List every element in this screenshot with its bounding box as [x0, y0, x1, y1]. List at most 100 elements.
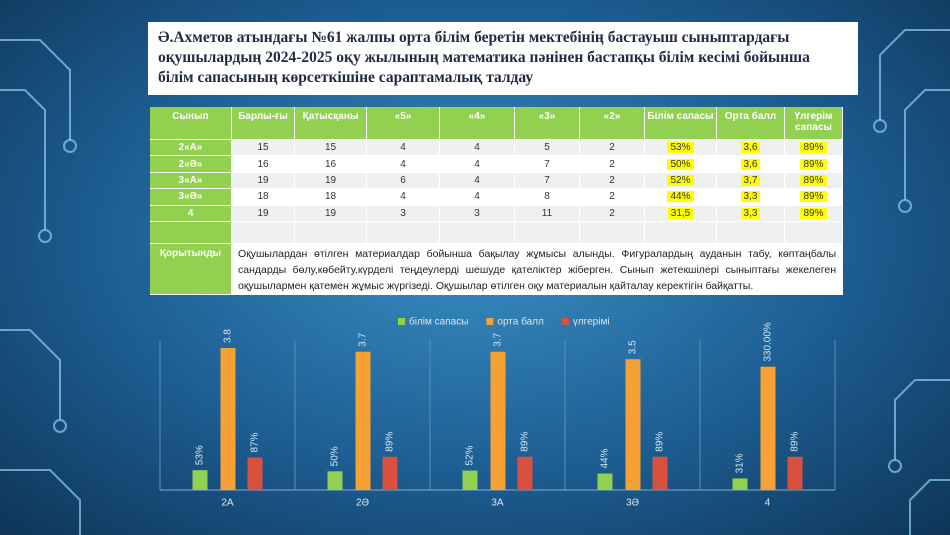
cell-text: 89% [800, 174, 827, 186]
table-cell: 2 [580, 189, 645, 206]
cell-text: Үлгерім сапасы [794, 111, 833, 133]
cell-text: Барлы-ғы [238, 111, 288, 122]
legend-label: орта балл [497, 316, 544, 328]
table-cell: 50% [645, 156, 717, 173]
table-cell: 5 [515, 140, 580, 157]
table-cell: 4 [440, 189, 515, 206]
bar [192, 470, 208, 490]
table-cell: 18 [232, 189, 295, 206]
cell-text: 2 [609, 191, 615, 203]
bar [327, 471, 343, 490]
table-cell: 4 [367, 156, 440, 173]
cell-text: 3«Ә» [178, 191, 203, 203]
data-label: 3.7 [358, 332, 369, 346]
table-cell: 2 [580, 172, 645, 190]
table-cell: 15 [295, 140, 367, 157]
table-cell: 89% [785, 205, 843, 222]
table-cell: 2«Ә» [150, 156, 232, 173]
table-cell: 8 [515, 189, 580, 206]
bar [355, 351, 371, 490]
header-cell: Үлгерім сапасы [785, 107, 843, 140]
table-cell: 4 [440, 172, 515, 190]
cell-text: 52% [667, 174, 694, 186]
table-cell: 3«А» [150, 172, 232, 190]
data-label: 3.5 [628, 340, 639, 354]
table-cell: 11 [515, 205, 580, 222]
table-cell: 89% [785, 172, 843, 190]
cell-text: 89% [800, 142, 827, 154]
cell-text: 4 [400, 191, 406, 203]
header-cell: «2» [580, 107, 645, 140]
cell-text: 2«А» [178, 142, 203, 154]
cell-text: «2» [603, 111, 621, 122]
table-cell: 3«Ә» [150, 189, 232, 206]
table-cell: 19 [232, 172, 295, 190]
table-cell: 53% [645, 140, 717, 157]
cell-text: 19 [324, 174, 337, 186]
table-cell: 3,3 [717, 205, 785, 222]
data-label: 31% [735, 453, 746, 473]
cell-text: 4 [187, 207, 194, 219]
x-tick-label: 3Ә [626, 498, 640, 509]
header-cell: «5» [367, 107, 440, 140]
cell-text: 5 [544, 142, 550, 154]
table-cell: 2«А» [150, 140, 232, 157]
cell-text: 7 [544, 174, 550, 186]
bar [490, 351, 506, 490]
data-label: 330.00% [763, 322, 774, 362]
cell-text: 3,6 [740, 142, 761, 154]
bar [732, 478, 748, 490]
table-cell: 2 [580, 156, 645, 173]
cell-text: 7 [544, 158, 550, 170]
table-cell: 3,6 [717, 140, 785, 157]
empty-cell [580, 222, 645, 244]
title: Ә.Ахметов атындағы №61 жалпы орта білім … [148, 22, 858, 95]
table-cell: 3,3 [717, 189, 785, 206]
bar [760, 366, 776, 490]
legend-label: білім сапасы [409, 316, 468, 328]
empty-cell [785, 222, 843, 244]
table-cell: 4 [440, 156, 515, 173]
table-cell: 16 [232, 156, 295, 173]
table-cell: 2 [580, 205, 645, 222]
bar [382, 456, 398, 490]
table-cell: 4 [367, 189, 440, 206]
data-label: 53% [195, 445, 206, 465]
table-cell: 7 [515, 172, 580, 190]
cell-text: 2«Ә» [178, 158, 203, 170]
cell-text: 3 [400, 207, 406, 219]
cell-text: Сынып [172, 111, 209, 122]
data-label: 3.8 [223, 329, 234, 343]
cell-text: 4 [400, 142, 406, 154]
cell-text: 19 [257, 174, 269, 186]
data-label: 89% [520, 432, 531, 452]
cell-text: 3,3 [740, 207, 761, 219]
cell-text: 2 [609, 158, 615, 170]
cell-text: 89% [800, 158, 827, 170]
table-cell: 15 [232, 140, 295, 157]
cell-text: 19 [324, 207, 337, 219]
data-label: 87% [250, 432, 261, 452]
cell-text: 3,6 [740, 158, 761, 170]
cell-text: Білім сапасы [647, 111, 714, 122]
cell-text: 31,5 [667, 207, 694, 219]
cell-text: 2 [609, 207, 615, 219]
cell-text: 3,7 [740, 174, 761, 186]
table-cell: 89% [785, 156, 843, 173]
empty-cell [440, 222, 515, 244]
cell-text: 15 [324, 142, 337, 154]
table-cell: 3,6 [717, 156, 785, 173]
cell-text: 3,3 [740, 191, 761, 203]
cell-text: 16 [324, 158, 337, 170]
cell-text: «3» [538, 111, 556, 122]
cell-text: 4 [400, 158, 406, 170]
data-label: 3.7 [493, 332, 504, 346]
cell-text: «4» [468, 111, 486, 122]
cell-text: 89% [800, 191, 827, 203]
cell-text: 8 [544, 191, 550, 203]
table-cell: 6 [367, 172, 440, 190]
x-tick-label: 3А [491, 498, 504, 509]
